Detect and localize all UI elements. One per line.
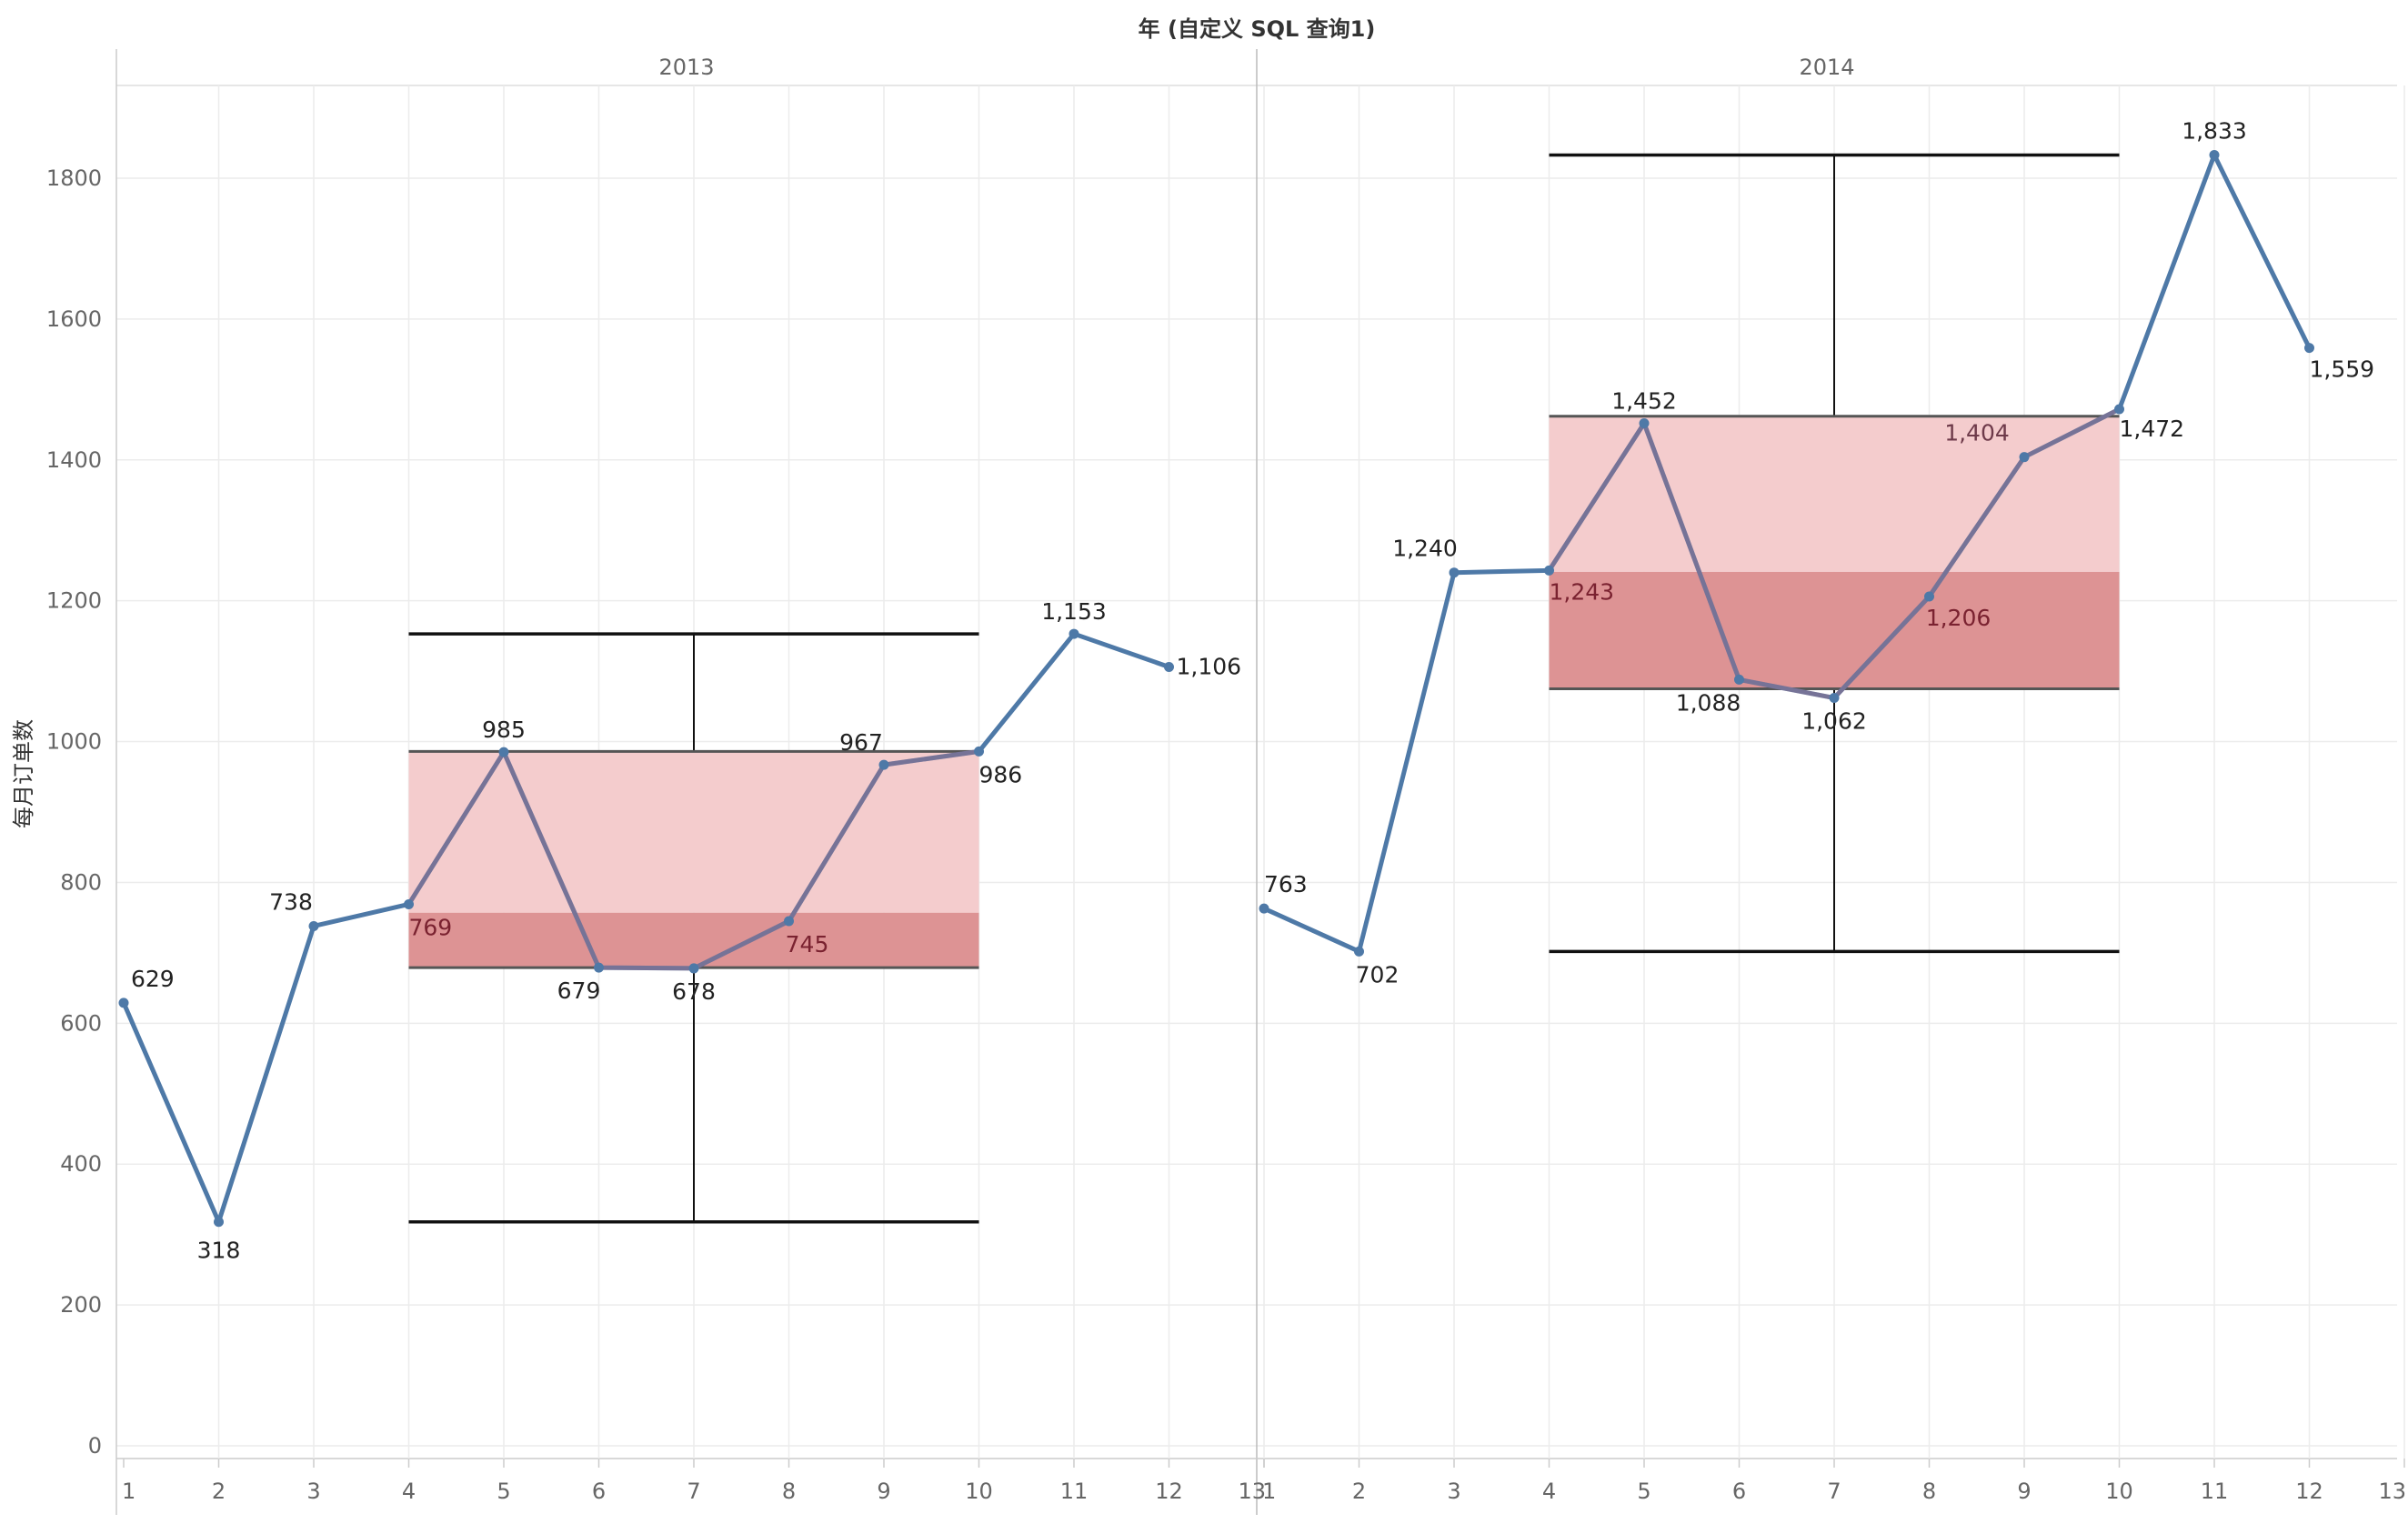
data-point [974, 746, 984, 757]
data-point [498, 747, 509, 757]
x-tick-label: 11 [1060, 1479, 1089, 1504]
data-label: 1,106 [1177, 653, 1242, 679]
x-tick-label: 4 [1542, 1479, 1556, 1504]
x-tick-label: 3 [306, 1479, 320, 1504]
y-tick-label: 1400 [46, 447, 102, 473]
y-tick-label: 400 [60, 1151, 102, 1177]
series-line-2013 [121, 631, 1171, 1225]
data-point [1544, 565, 1554, 576]
data-label: 745 [786, 931, 829, 958]
data-label: 318 [197, 1238, 241, 1264]
y-tick-label: 200 [60, 1292, 102, 1318]
panel-title-2014: 2014 [1799, 55, 1854, 80]
y-tick-label: 1800 [46, 165, 102, 191]
data-label: 1,472 [2120, 416, 2185, 442]
y-tick-label: 800 [60, 869, 102, 895]
data-point [1259, 903, 1269, 914]
data-label: 1,206 [1926, 605, 1992, 631]
data-label: 1,153 [1041, 598, 1107, 625]
x-tick-label: 9 [2017, 1479, 2031, 1504]
data-point [1449, 567, 1460, 578]
data-point [1069, 628, 1079, 639]
x-tick-label: 6 [592, 1479, 606, 1504]
x-tick-label: 11 [2201, 1479, 2229, 1504]
box-upper-half [1549, 416, 2120, 572]
x-tick-label: 13 [1238, 1479, 1266, 1504]
data-point [1829, 693, 1840, 704]
x-tick-label: 12 [2295, 1479, 2323, 1504]
x-tick-label: 10 [965, 1479, 993, 1504]
data-point [1164, 661, 1174, 672]
series-line-2014 [1261, 152, 2312, 954]
data-label: 679 [557, 978, 601, 1004]
y-tick-label: 1600 [46, 306, 102, 332]
x-tick-label: 6 [1732, 1479, 1746, 1504]
y-tick-label: 600 [60, 1010, 102, 1036]
data-point [2304, 343, 2314, 354]
box-upper-half [408, 751, 979, 913]
x-tick-label: 3 [1447, 1479, 1460, 1504]
data-point [2114, 404, 2124, 415]
data-label: 702 [1356, 961, 1400, 988]
x-tick-label: 2 [212, 1479, 226, 1504]
y-axis-label: 每月订单数 [11, 719, 36, 828]
x-tick-label: 4 [402, 1479, 416, 1504]
box-lower-half [1549, 571, 2120, 689]
data-label: 986 [979, 761, 1023, 787]
data-point [1639, 418, 1650, 429]
data-point [214, 1217, 224, 1228]
y-tick-label: 1200 [46, 588, 102, 614]
data-point [1924, 591, 1934, 602]
data-point [404, 898, 414, 909]
data-point [2209, 149, 2220, 160]
data-point [2019, 452, 2030, 463]
data-label: 1,833 [2182, 117, 2247, 144]
x-tick-label: 7 [1827, 1479, 1841, 1504]
data-label: 1,088 [1676, 689, 1741, 716]
data-point [1734, 674, 1744, 685]
x-tick-label: 7 [687, 1479, 700, 1504]
data-point [1354, 946, 1364, 957]
x-tick-label: 5 [1637, 1479, 1650, 1504]
data-label: 1,240 [1392, 536, 1458, 562]
data-label: 967 [839, 729, 883, 756]
data-label: 1,062 [1801, 708, 1867, 735]
x-tick-label: 12 [1155, 1479, 1183, 1504]
x-tick-label: 2 [1352, 1479, 1366, 1504]
data-label: 629 [131, 966, 175, 992]
x-tick-label: 1 [1262, 1479, 1276, 1504]
x-tick-label: 8 [782, 1479, 796, 1504]
y-tick-label: 0 [88, 1433, 102, 1459]
x-tick-label: 1 [122, 1479, 135, 1504]
data-label: 738 [269, 888, 313, 915]
chart-title: 年 (自定义 SQL 查询1) [1139, 16, 1376, 42]
data-point [878, 759, 889, 770]
y-tick-label: 1000 [46, 729, 102, 755]
data-label: 769 [409, 914, 453, 940]
x-tick-label: 9 [877, 1479, 890, 1504]
panel-title-2013: 2013 [658, 55, 714, 80]
data-point [594, 962, 604, 973]
data-label: 1,559 [2310, 356, 2375, 383]
box-lower-half [408, 912, 979, 968]
data-label: 763 [1264, 871, 1308, 897]
data-point [118, 998, 129, 1008]
data-label: 985 [482, 717, 526, 743]
x-tick-label: 13 [2378, 1479, 2406, 1504]
data-point [308, 920, 319, 931]
data-label: 1,243 [1550, 578, 1615, 605]
data-label: 678 [672, 978, 716, 1005]
data-label: 1,404 [1944, 420, 2010, 446]
x-tick-label: 5 [497, 1479, 510, 1504]
x-tick-label: 8 [1922, 1479, 1936, 1504]
data-point [784, 916, 794, 927]
x-tick-label: 10 [2105, 1479, 2133, 1504]
data-label: 1,452 [1611, 388, 1677, 415]
data-point [688, 963, 699, 974]
